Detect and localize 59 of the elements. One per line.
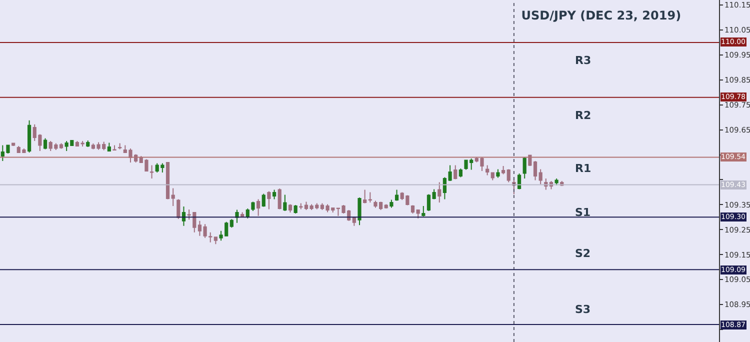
candlestick xyxy=(517,173,522,190)
candlestick xyxy=(394,189,399,202)
candlestick xyxy=(502,166,506,175)
candlestick xyxy=(112,144,116,151)
candlestick xyxy=(299,202,303,210)
candlestick xyxy=(80,140,84,148)
candlestick xyxy=(267,190,271,210)
candlestick xyxy=(426,194,431,212)
candlestick xyxy=(506,168,510,183)
candlestick xyxy=(251,201,255,212)
candlestick xyxy=(288,204,292,213)
candlestick xyxy=(43,138,48,150)
candlestick xyxy=(182,206,186,226)
candlestick xyxy=(304,201,308,210)
candlestick xyxy=(490,172,494,181)
candlestick xyxy=(454,164,458,180)
annotation: S3 xyxy=(575,303,591,316)
candlestick xyxy=(150,164,154,179)
candlestick xyxy=(59,142,64,150)
candlestick xyxy=(554,178,558,186)
candlestick xyxy=(352,216,356,226)
candlestick xyxy=(86,140,90,148)
annotation: R2 xyxy=(575,109,592,122)
candlestick xyxy=(214,236,218,245)
candlestick xyxy=(533,160,538,181)
candlestick xyxy=(384,204,388,209)
candlestick xyxy=(363,189,367,204)
annotation: R1 xyxy=(575,162,592,175)
candlestick xyxy=(410,204,415,214)
candlestick xyxy=(75,140,80,148)
candlestick xyxy=(294,204,298,214)
candlestick xyxy=(256,198,260,216)
annotation: R3 xyxy=(575,54,592,67)
candlestick xyxy=(358,196,362,226)
candlestick xyxy=(230,218,234,228)
candlestick xyxy=(283,194,287,212)
candlestick xyxy=(166,162,170,200)
annotation: S2 xyxy=(575,247,591,260)
candlestick xyxy=(272,189,276,200)
candlestick xyxy=(27,120,32,154)
candlestick xyxy=(107,142,111,152)
candlestick xyxy=(496,168,500,178)
text: USD/JPY (DEC 23, 2019) xyxy=(521,8,682,23)
candlestick xyxy=(390,199,394,208)
candlestick xyxy=(522,156,526,179)
candlestick xyxy=(416,208,420,219)
candlestick xyxy=(171,188,175,206)
candlestick xyxy=(118,142,122,150)
annotation: S1 xyxy=(575,206,591,219)
candlestick xyxy=(438,182,442,203)
candlestick xyxy=(262,193,266,208)
candlestick xyxy=(368,192,372,203)
candlestick xyxy=(538,168,542,185)
candlestick xyxy=(278,188,282,210)
candlestick xyxy=(176,198,180,220)
candlestick xyxy=(432,188,436,200)
candlestick xyxy=(486,164,490,176)
candlestick xyxy=(458,168,462,178)
candlestick xyxy=(422,205,426,217)
